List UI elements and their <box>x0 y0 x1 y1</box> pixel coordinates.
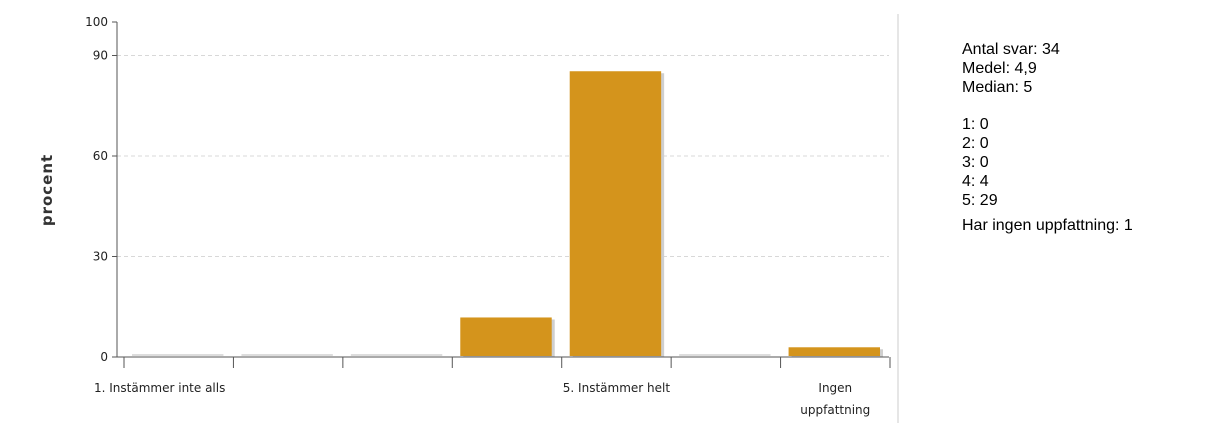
stat-antal: Antal svar: 34 <box>962 41 1060 58</box>
bar-zero <box>241 354 333 356</box>
x-tick-label: 1. Instämmer inte alls <box>94 381 225 395</box>
stat-median: Median: 5 <box>962 79 1033 96</box>
stat-no-opinion: Har ingen uppfattning: 1 <box>962 217 1133 234</box>
bar-zero <box>350 354 443 356</box>
stat-count-3: 3: 0 <box>962 154 989 171</box>
stat-count-5: 5: 29 <box>962 192 998 209</box>
grid-lines <box>117 55 889 257</box>
y-tick-label: 100 <box>85 15 108 29</box>
stat-count-1: 1: 0 <box>962 116 989 133</box>
y-tick-label: 90 <box>93 49 108 63</box>
y-tick-label: 30 <box>93 250 108 264</box>
axes <box>116 22 889 358</box>
stat-count-4: 4: 4 <box>962 173 989 190</box>
x-tick-label: 5. Instämmer helt <box>563 381 671 395</box>
y-axis-label: procent <box>38 154 56 226</box>
stat-medel: Medel: 4,9 <box>962 60 1037 77</box>
y-ticks: 0 30 60 90 100 <box>85 15 117 364</box>
bar <box>460 317 552 356</box>
bar <box>788 347 880 356</box>
stat-count-2: 2: 0 <box>962 135 989 152</box>
bar-zero <box>679 354 771 356</box>
bar-zero <box>132 354 224 356</box>
bar <box>569 71 662 357</box>
bars <box>132 71 883 358</box>
x-ticks: 1. Instämmer inte alls 5. Instämmer helt I… <box>94 357 891 417</box>
y-tick-label: 0 <box>100 350 108 364</box>
stats-panel: Antal svar: 34 Medel: 4,9 Median: 5 1: 0… <box>962 40 1133 235</box>
y-tick-label: 60 <box>93 149 108 163</box>
x-tick-label: Ingen uppfattning <box>800 381 870 417</box>
bar-chart: 0 30 60 90 100 1. Instämmer inte alls 5. Inst… <box>38 14 899 423</box>
